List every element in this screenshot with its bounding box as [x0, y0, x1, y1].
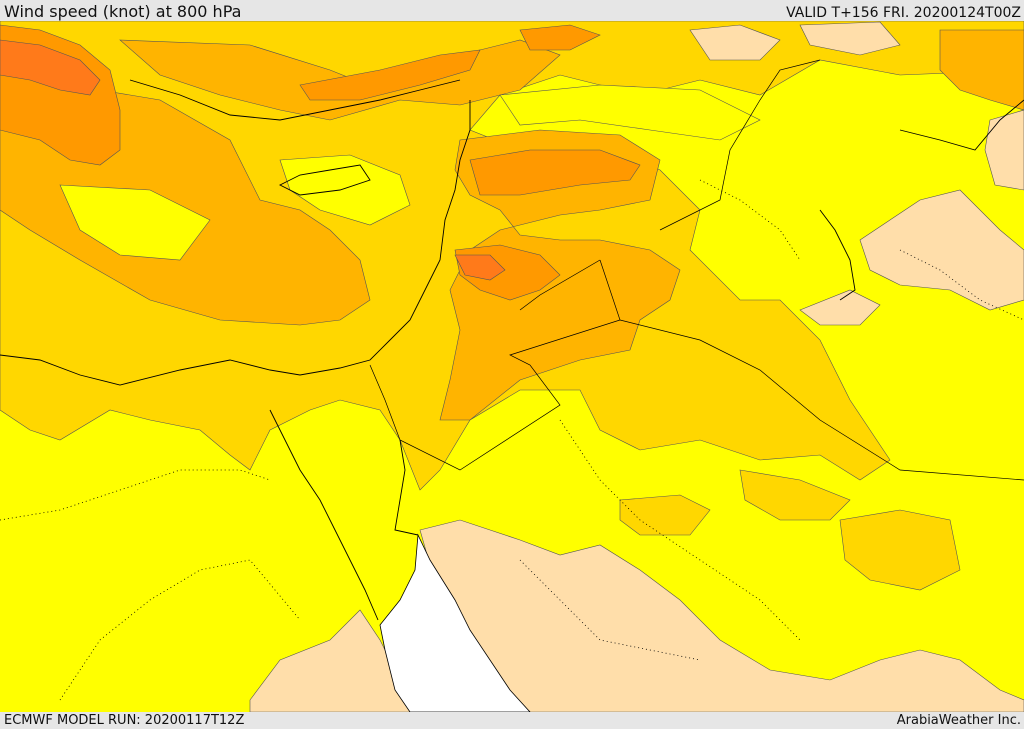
band-peach-iran: [859, 189, 1024, 311]
dotted-borders: [0, 179, 1024, 701]
band-orange-turkey: [299, 49, 481, 101]
band-orange-syria: [469, 149, 641, 196]
coastlines: [0, 79, 1024, 621]
band-peach-egypt: [249, 609, 411, 712]
band-deep-orange-jordan: [454, 254, 506, 281]
country-borders: [369, 59, 1024, 481]
band-deep-orange-aegean: [0, 39, 101, 96]
band-amber-east: [939, 29, 1024, 111]
band-peach-caspian: [689, 21, 901, 61]
patch-gold-arabia: [619, 494, 711, 536]
patch-yellow-northeast: [499, 84, 761, 141]
band-peach-east: [984, 109, 1024, 191]
patch-gold-kuwait: [739, 469, 851, 521]
red-sea: [379, 533, 531, 712]
wind-speed-map: [0, 21, 1024, 712]
model-run: ECMWF MODEL RUN: 20200117T12Z: [4, 713, 245, 728]
patch-gold-iraq: [839, 509, 961, 591]
band-peach-gulf: [799, 289, 881, 326]
credit: ArabiaWeather Inc.: [896, 713, 1021, 728]
map-title: Wind speed (knot) at 800 hPa: [4, 2, 242, 21]
band-orange-ne: [519, 24, 601, 51]
valid-time: VALID T+156 FRI. 20200124T00Z: [786, 5, 1021, 21]
patch-yellow-med: [59, 184, 211, 261]
